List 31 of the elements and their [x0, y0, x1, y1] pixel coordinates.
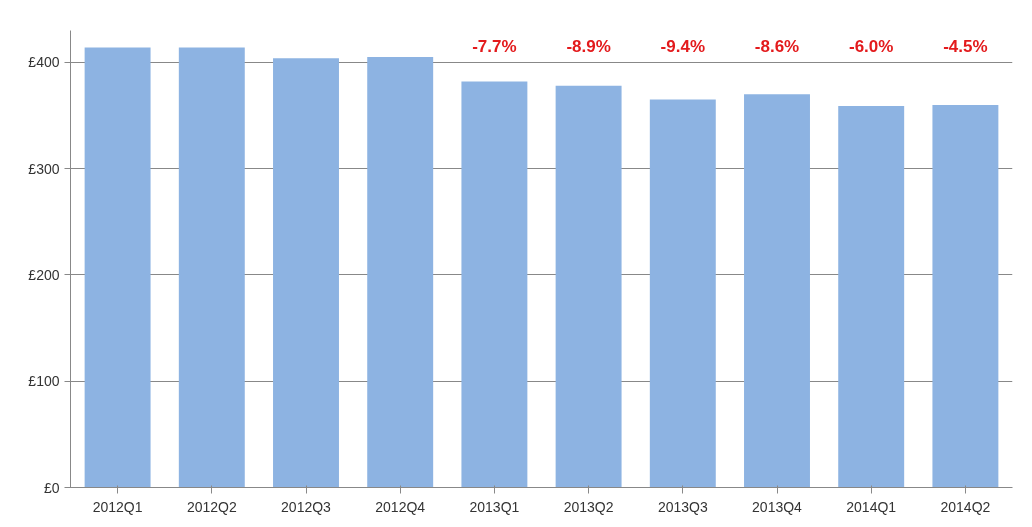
x-tick-label: 2013Q1 — [469, 498, 520, 515]
annotation: -4.5% — [943, 36, 988, 56]
y-tick-label: £300 — [28, 160, 60, 177]
bar — [932, 104, 999, 488]
bar — [744, 94, 810, 488]
x-tick-label: 2012Q4 — [375, 498, 426, 515]
bar — [84, 47, 151, 488]
bar — [367, 57, 434, 488]
annotation: -7.7% — [472, 36, 517, 56]
bar — [461, 81, 528, 488]
x-tick-label: 2013Q2 — [563, 498, 614, 515]
x-tick-label: 2012Q2 — [186, 498, 237, 515]
annotation: -8.9% — [566, 36, 611, 56]
bar — [649, 99, 716, 488]
x-tick-label: 2012Q3 — [281, 498, 332, 515]
bar — [555, 85, 622, 488]
y-tick-label: £100 — [28, 373, 60, 390]
bar — [178, 47, 245, 488]
annotation: -9.4% — [660, 36, 706, 56]
annotation: -6.0% — [849, 36, 894, 56]
x-tick-label: 2013Q4 — [752, 498, 803, 515]
x-tick-label: 2014Q1 — [846, 498, 897, 515]
x-tick-label: 2012Q1 — [92, 498, 143, 515]
annotation: -8.6% — [754, 36, 800, 56]
x-tick-label: 2014Q2 — [940, 498, 991, 515]
x-tick-label: 2013Q3 — [657, 498, 708, 515]
bar — [273, 58, 339, 488]
bar — [838, 105, 905, 488]
y-tick-label: £400 — [28, 54, 60, 71]
y-tick-label: £0 — [43, 479, 60, 496]
y-tick-label: £200 — [28, 266, 60, 283]
